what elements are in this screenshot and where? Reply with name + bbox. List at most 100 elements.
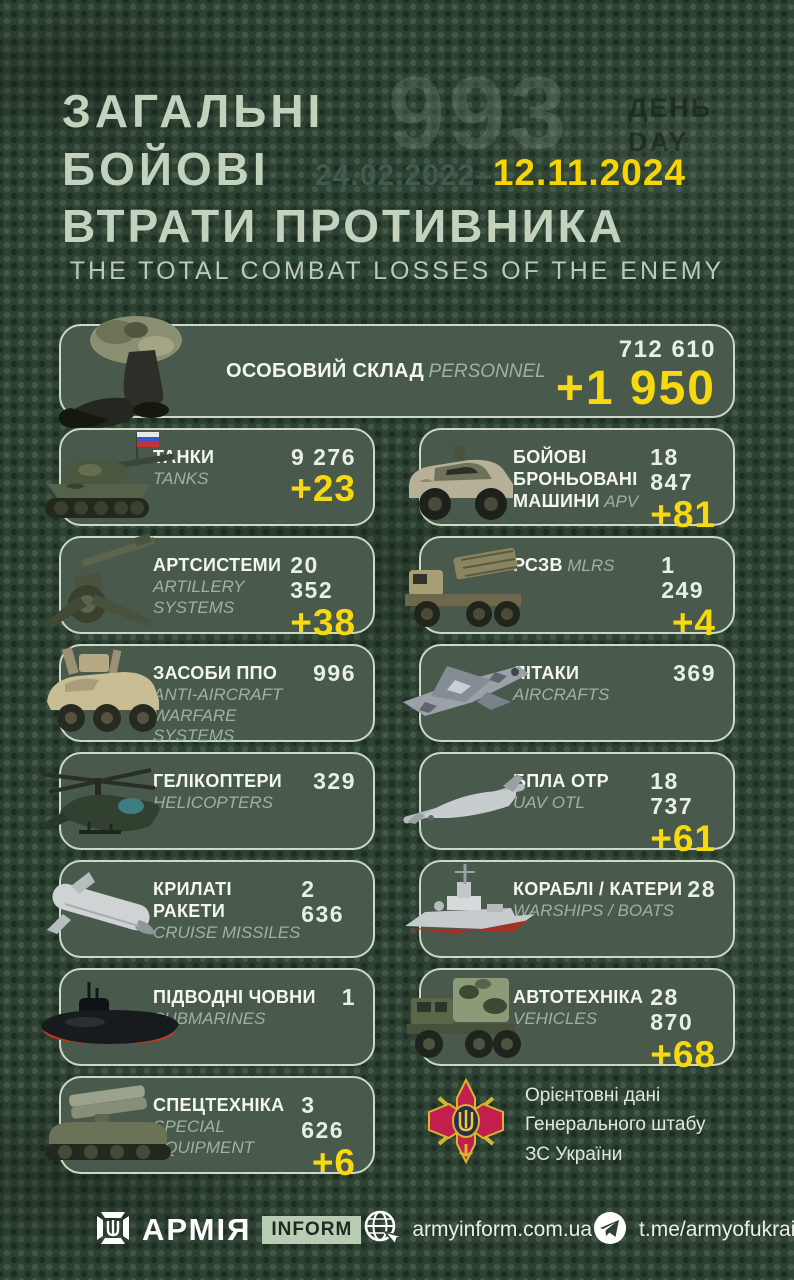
card-numbers: 329	[313, 754, 373, 794]
card-numbers: 369	[673, 646, 733, 686]
card-title-en: PERSONNEL	[428, 361, 546, 382]
total-value: 996	[313, 660, 356, 686]
page-title-line3: ВТРАТИ ПРОТИВНИКА	[62, 200, 625, 252]
telegram-link[interactable]: t.me/armyofukraine	[592, 1210, 794, 1251]
card-label: АВТОТЕХНІКА VEHICLES	[513, 970, 650, 1030]
source-note-text: Орієнтовні дані Генерального штабу ЗС Ук…	[525, 1081, 735, 1169]
card-numbers: 28	[687, 862, 733, 902]
loss-card-uav: БПЛА ОТР UAV OTL 18 737 +61	[403, 752, 735, 857]
total-value: 329	[313, 768, 356, 794]
delta-value: +38	[290, 601, 356, 643]
general-staff-emblem-icon	[427, 1077, 505, 1173]
total-value: 3 626	[301, 1092, 345, 1144]
card-label: ОСОБОВИЙ СКЛАД PERSONNEL	[226, 361, 546, 381]
card-numbers: 18 847 +81	[650, 430, 733, 534]
header: 993 ДЕНЬ DAY ЗАГАЛЬНІ БОЙОВІ ВТРАТИ ПРОТ…	[0, 0, 794, 324]
card-title-en: ANTI-AIRCRAFT WARFARE SYSTEMS	[153, 684, 283, 746]
card-label: ЗАСОБИ ППО ANTI-AIRCRAFT WARFARE SYSTEMS	[153, 646, 313, 747]
total-value: 712 610	[618, 336, 716, 364]
loss-cards-grid: ОСОБОВИЙ СКЛАД PERSONNEL 712 610 +1 950	[39, 316, 735, 1181]
day-labels: ДЕНЬ DAY	[628, 92, 712, 160]
card-title-en: ARTILLERY SYSTEMS	[153, 576, 245, 617]
date-start: 24.02.2022–	[315, 159, 493, 192]
card-label: БПЛА ОТР UAV OTL	[513, 754, 650, 814]
card-title-ua: ОСОБОВИЙ СКЛАД	[226, 360, 425, 382]
footer: АРМІЯ INFORM armyinform.com.ua t.me/army…	[0, 1202, 794, 1258]
card-title-en: AIRCRAFTS	[513, 684, 610, 704]
loss-card-aircraft: ЛІТАКИ AIRCRAFTS 369	[403, 644, 735, 742]
day-counter-watermark: 993	[388, 56, 571, 170]
card-numbers: 712 610 +1 950	[556, 328, 733, 414]
card-numbers: 20 352 +38	[290, 538, 373, 642]
total-value: 2 636	[301, 876, 345, 928]
card-label: ТАНКИ TANKS	[153, 430, 290, 490]
card-title-en: WARSHIPS / BOATS	[513, 900, 674, 920]
card-title-ua: БОЙОВІ БРОНЬОВАНІ МАШИНИ	[513, 447, 638, 511]
card-title-ua: ПІДВОДНІ ЧОВНИ	[153, 987, 316, 1007]
card-title-ua: СПЕЦТЕХНІКА	[153, 1095, 285, 1115]
brand-logo: АРМІЯ INFORM	[95, 1210, 362, 1251]
delta-value: +1 950	[555, 361, 716, 415]
card-title-en: SUBMARINES	[153, 1008, 266, 1028]
card-label: ЛІТАКИ AIRCRAFTS	[513, 646, 673, 706]
card-title-ua: ЗАСОБИ ППО	[153, 663, 278, 683]
loss-card-anti-aircraft: ЗАСОБИ ППО ANTI-AIRCRAFT WARFARE SYSTEMS…	[47, 644, 375, 745]
loss-card-personnel: ОСОБОВИЙ СКЛАД PERSONNEL 712 610 +1 950	[58, 316, 735, 428]
delta-value: +61	[650, 817, 716, 859]
card-title-ua: ГЕЛІКОПТЕРИ	[153, 771, 283, 791]
card-title-ua: ТАНКИ	[153, 447, 215, 467]
loss-card-vehicles: АВТОТЕХНІКА VEHICLES 28 870 +68	[407, 968, 735, 1073]
delta-value: +4	[671, 601, 716, 643]
loss-card-apv: БОЙОВІ БРОНЬОВАНІ МАШИНИ APV 18 847 +81	[408, 428, 735, 533]
source-note-line1: Орієнтовні дані	[525, 1084, 661, 1106]
loss-card-cruise-missiles: КРИЛАТІ РАКЕТИ CRUISE MISSILES 2 636	[47, 860, 375, 958]
card-title-ua: БПЛА ОТР	[513, 771, 609, 791]
total-value: 28	[687, 876, 716, 902]
card-label: СПЕЦТЕХНІКА SPECIAL EQUIPMENT	[153, 1078, 301, 1158]
page-title-line1: ЗАГАЛЬНІ	[62, 85, 325, 137]
card-numbers: 18 737 +61	[650, 754, 733, 858]
total-value: 9 276	[290, 444, 356, 470]
card-title-en: APV	[604, 491, 639, 511]
website-link[interactable]: armyinform.com.ua	[361, 1208, 592, 1253]
card-title-en: MLRS	[567, 556, 615, 575]
card-title-en: SPECIAL EQUIPMENT	[153, 1116, 255, 1157]
delta-value: +68	[650, 1033, 716, 1075]
card-title-ua: РСЗВ	[513, 555, 563, 575]
date-end: 12.11.2024	[492, 152, 686, 193]
loss-card-mlrs: РСЗВ MLRS 1 249 +4	[405, 536, 735, 641]
card-numbers: 996	[313, 646, 373, 686]
page-title-line2: БОЙОВІ	[62, 143, 270, 195]
card-title-ua: АРТСИСТЕМИ	[153, 555, 282, 575]
card-title-ua: КОРАБЛІ / КАТЕРИ	[513, 879, 683, 899]
card-title-en: VEHICLES	[513, 1008, 598, 1028]
loss-card-helicopters: ГЕЛІКОПТЕРИ HELICOPTERS 329	[39, 752, 375, 850]
card-title-ua: ЛІТАКИ	[513, 663, 580, 683]
website-url[interactable]: armyinform.com.ua	[412, 1218, 593, 1241]
card-label: КРИЛАТІ РАКЕТИ CRUISE MISSILES	[153, 862, 301, 944]
delta-value: +6	[311, 1141, 356, 1183]
card-numbers: 2 636	[301, 862, 373, 928]
loss-card-warships: КОРАБЛІ / КАТЕРИ WARSHIPS / BOATS 28	[405, 860, 735, 958]
loss-card-special-equipment: СПЕЦТЕХНІКА SPECIAL EQUIPMENT 3 626 +6	[45, 1076, 375, 1181]
day-label-ua: ДЕНЬ	[628, 93, 713, 123]
total-value: 18 737	[650, 768, 694, 820]
card-title-en: UAV OTL	[513, 792, 585, 812]
card-label: БОЙОВІ БРОНЬОВАНІ МАШИНИ APV	[513, 430, 650, 513]
loss-card-submarines: ПІДВОДНІ ЧОВНИ SUBMARINES 1	[41, 968, 375, 1066]
card-title-en: CRUISE MISSILES	[153, 922, 301, 942]
day-label-en: DAY	[628, 126, 689, 157]
brand-name: АРМІЯ	[142, 1212, 252, 1247]
card-title-ua: КРИЛАТІ РАКЕТИ	[153, 879, 232, 921]
card-title-ua: АВТОТЕХНІКА	[513, 987, 644, 1007]
card-numbers: 1	[342, 970, 373, 1010]
total-value: 1 249	[661, 552, 705, 604]
delta-value: +81	[650, 493, 716, 535]
card-numbers: 9 276 +23	[290, 430, 373, 509]
total-value: 28 870	[650, 984, 694, 1036]
loss-card-artillery: АРТСИСТЕМИ ARTILLERY SYSTEMS 20 352 +38	[43, 533, 375, 641]
card-title-en: HELICOPTERS	[153, 792, 273, 812]
loss-card-tanks: ТАНКИ TANKS 9 276 +23	[45, 428, 375, 526]
telegram-url[interactable]: t.me/armyofukraine	[639, 1218, 794, 1241]
armiya-inform-logo-icon	[95, 1210, 131, 1251]
